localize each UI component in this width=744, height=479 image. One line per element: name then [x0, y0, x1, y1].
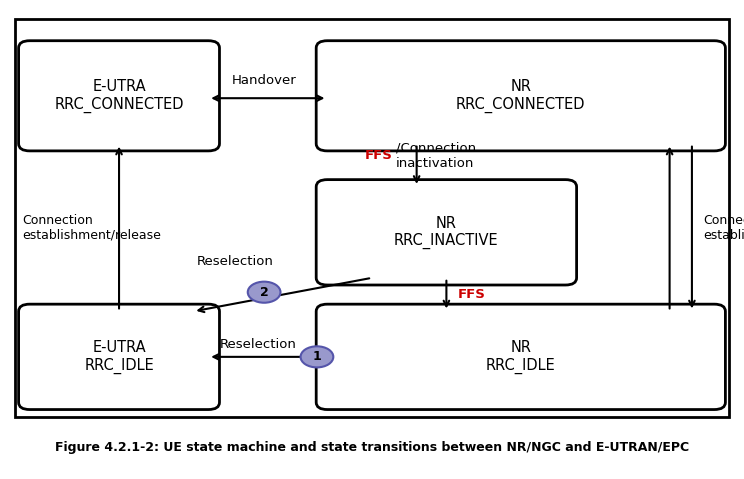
Text: /Connection
inactivation: /Connection inactivation [396, 142, 476, 170]
Text: FFS: FFS [458, 288, 485, 301]
FancyBboxPatch shape [19, 41, 219, 151]
FancyBboxPatch shape [316, 304, 725, 410]
Text: Reselection: Reselection [219, 338, 296, 351]
Circle shape [301, 346, 333, 367]
Text: Connection
establishment/release: Connection establishment/release [22, 214, 161, 241]
Text: NR
RRC_CONNECTED: NR RRC_CONNECTED [456, 79, 586, 113]
Text: Handover: Handover [231, 74, 297, 87]
Text: E-UTRA
RRC_IDLE: E-UTRA RRC_IDLE [84, 340, 154, 374]
Text: 1: 1 [312, 350, 321, 364]
FancyBboxPatch shape [316, 180, 577, 285]
Text: Figure 4.2.1-2: UE state machine and state transitions between NR/NGC and E-UTRA: Figure 4.2.1-2: UE state machine and sta… [55, 441, 689, 455]
Circle shape [248, 282, 280, 303]
Text: Connection
establishment/release: Connection establishment/release [703, 214, 744, 241]
Text: 2: 2 [260, 285, 269, 299]
FancyBboxPatch shape [15, 19, 729, 417]
FancyBboxPatch shape [19, 304, 219, 410]
Text: NR
RRC_IDLE: NR RRC_IDLE [486, 340, 556, 374]
Text: Reselection: Reselection [197, 255, 274, 268]
FancyBboxPatch shape [316, 41, 725, 151]
Text: E-UTRA
RRC_CONNECTED: E-UTRA RRC_CONNECTED [54, 79, 184, 113]
Text: NR
RRC_INACTIVE: NR RRC_INACTIVE [394, 216, 498, 249]
Text: FFS: FFS [365, 149, 392, 162]
